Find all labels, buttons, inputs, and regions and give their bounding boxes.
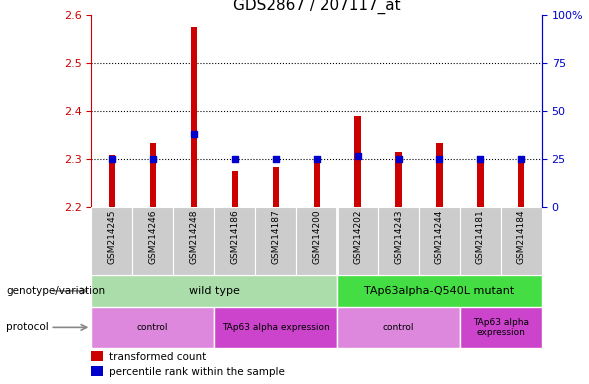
Bar: [231, 171, 238, 207]
Point: [189, 131, 198, 137]
Point: [230, 156, 239, 162]
Point: [271, 156, 280, 162]
Point: [435, 156, 444, 162]
Bar: [501, 207, 542, 275]
Text: GSM214202: GSM214202: [353, 209, 362, 264]
Text: GSM214248: GSM214248: [189, 209, 198, 264]
Bar: [91, 275, 337, 307]
Bar: [419, 207, 460, 275]
Bar: [91, 366, 103, 376]
Text: TAp63alpha-Q540L mutant: TAp63alpha-Q540L mutant: [365, 286, 515, 296]
Bar: [477, 162, 484, 207]
Bar: [214, 207, 255, 275]
Bar: [273, 167, 279, 207]
Point: [394, 156, 403, 162]
Bar: [150, 142, 156, 207]
Bar: [395, 152, 402, 207]
Bar: [91, 351, 103, 361]
Text: GSM214246: GSM214246: [148, 209, 157, 264]
Bar: [518, 162, 524, 207]
Point: [107, 156, 117, 162]
Text: control: control: [137, 323, 168, 332]
Bar: [313, 157, 320, 207]
Point: [353, 152, 362, 159]
Text: GSM214243: GSM214243: [394, 209, 403, 264]
Point: [312, 156, 322, 162]
Bar: [460, 207, 501, 275]
Bar: [91, 307, 214, 348]
Text: GSM214186: GSM214186: [230, 209, 239, 264]
Bar: [214, 307, 337, 348]
Text: protocol: protocol: [6, 322, 49, 333]
Bar: [355, 116, 360, 207]
Bar: [133, 207, 173, 275]
Point: [517, 156, 526, 162]
Text: GSM214200: GSM214200: [312, 209, 321, 264]
Bar: [337, 207, 378, 275]
Text: genotype/variation: genotype/variation: [6, 286, 105, 296]
Bar: [191, 27, 197, 207]
Point: [148, 156, 157, 162]
Text: transformed count: transformed count: [109, 352, 206, 362]
Bar: [337, 307, 460, 348]
Bar: [337, 275, 542, 307]
Bar: [296, 207, 337, 275]
Text: GSM214244: GSM214244: [435, 209, 444, 264]
Bar: [109, 155, 115, 207]
Text: GSM214187: GSM214187: [271, 209, 280, 264]
Text: GSM214184: GSM214184: [517, 209, 526, 264]
Text: TAp63 alpha
expression: TAp63 alpha expression: [473, 318, 529, 337]
Text: TAp63 alpha expression: TAp63 alpha expression: [221, 323, 329, 332]
Text: GSM214181: GSM214181: [476, 209, 485, 264]
Bar: [436, 142, 442, 207]
Bar: [460, 307, 542, 348]
Point: [476, 156, 485, 162]
Text: wild type: wild type: [188, 286, 240, 296]
Text: GSM214245: GSM214245: [107, 209, 116, 264]
Bar: [255, 207, 296, 275]
Text: control: control: [383, 323, 414, 332]
Title: GDS2867 / 207117_at: GDS2867 / 207117_at: [233, 0, 401, 14]
Bar: [173, 207, 214, 275]
Bar: [91, 207, 133, 275]
Text: percentile rank within the sample: percentile rank within the sample: [109, 367, 285, 377]
Bar: [378, 207, 419, 275]
